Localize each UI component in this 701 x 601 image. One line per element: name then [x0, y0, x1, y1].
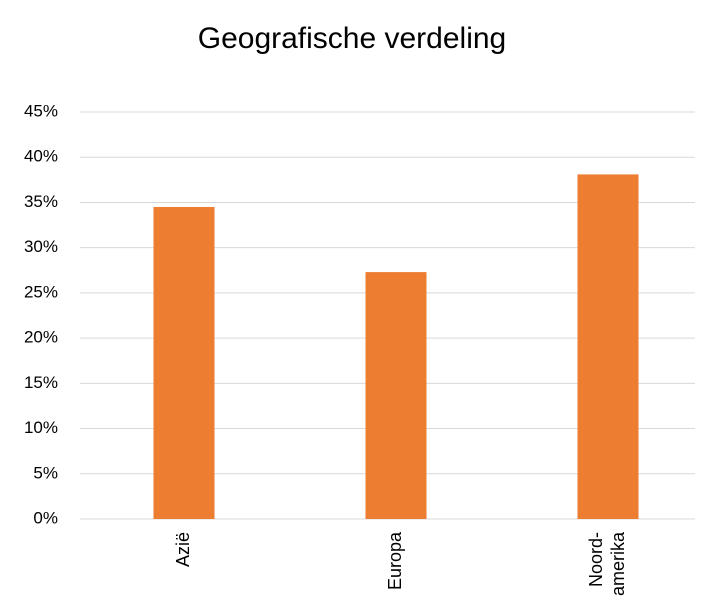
y-tick-label: 0%	[33, 508, 58, 527]
y-tick-label: 45%	[24, 101, 58, 120]
bar	[577, 174, 639, 519]
x-tick-label: Noord-amerika	[586, 531, 628, 596]
y-tick-label: 5%	[33, 463, 58, 482]
y-tick-label: 20%	[24, 328, 58, 347]
x-tick-label: Europa	[385, 531, 405, 590]
y-tick-label: 15%	[24, 373, 58, 392]
y-tick-label: 10%	[24, 418, 58, 437]
bar	[153, 206, 215, 519]
y-tick-label: 40%	[24, 147, 58, 166]
bar	[365, 272, 427, 519]
y-tick-label: 30%	[24, 237, 58, 256]
chart-title: Geografische verdeling	[198, 22, 507, 55]
y-tick-label: 25%	[24, 282, 58, 301]
x-tick-label: Azië	[173, 532, 193, 567]
y-tick-label: 35%	[24, 192, 58, 211]
